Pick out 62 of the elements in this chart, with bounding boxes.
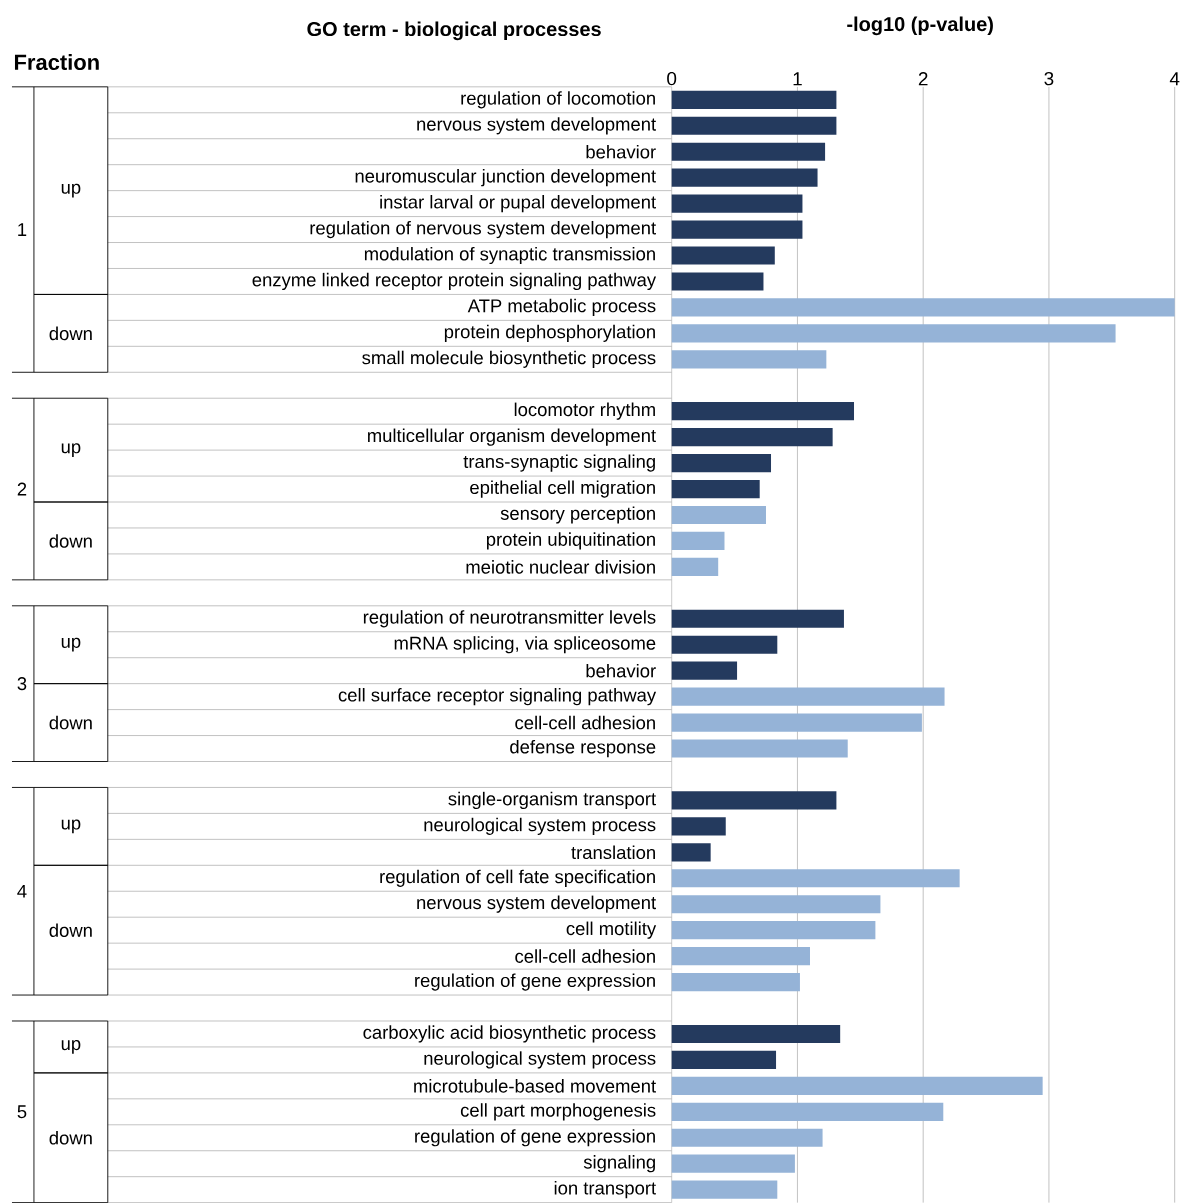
y-tick-label: regulation of gene expression: [415, 1129, 656, 1147]
text: up: [61, 819, 81, 834]
x-tick-label: 0: [667, 71, 677, 86]
y-tick-label: behavior: [586, 144, 657, 159]
text: up: [61, 183, 81, 198]
text: 2: [17, 482, 27, 496]
text: down: [49, 715, 92, 730]
text: Fraction: [15, 53, 99, 71]
y-tick-label: regulation of locomotion: [461, 91, 656, 109]
text: up: [61, 1040, 81, 1054]
y-tick-label: epithelial cell migration: [470, 480, 656, 498]
y-tick-label: translation: [571, 845, 656, 860]
y-tick-label: ion transport: [554, 1181, 657, 1199]
text: down: [49, 534, 92, 548]
y-tick-label: sensory perception: [500, 506, 656, 524]
y-tick-label: cell surface receptor signaling pathway: [338, 688, 657, 706]
y-tick-label: cell part morphogenesis: [461, 1103, 656, 1121]
y-tick-label: microtubule-based movement: [414, 1079, 657, 1093]
y-tick-label: regulation of cell fate specification: [380, 869, 656, 887]
y-tick-label: regulation of neurotransmitter levels: [364, 610, 656, 628]
text: 5: [17, 1105, 27, 1119]
x-tick-label: 3: [1044, 71, 1054, 86]
x-tick-label: 2: [919, 72, 928, 86]
x-tick-label: 1: [793, 72, 802, 86]
y-tick-label: regulation of nervous system development: [310, 220, 657, 239]
y-tick-label: behavior: [586, 663, 657, 678]
text: down: [49, 1130, 92, 1145]
x-tick-label: 4: [1170, 72, 1180, 86]
y-tick-label: cell-cell adhesion: [515, 949, 656, 963]
y-tick-label: mRNA splicing, via spliceosome: [394, 636, 656, 654]
text: 1: [18, 223, 27, 236]
y-tick-label: neuromuscular junction development: [355, 169, 657, 187]
y-tick-label: ATP metabolic process: [467, 298, 656, 317]
y-tick-label: multicellular organism development: [368, 428, 657, 446]
y-tick-label: cell motility: [566, 921, 657, 939]
y-tick-label: protein dephosphorylation: [445, 324, 656, 342]
text: 4: [17, 884, 27, 898]
text: up: [61, 443, 81, 457]
y-tick-label: protein ubiquitination: [487, 532, 656, 550]
y-tick-label: neurological system process: [424, 817, 656, 835]
y-tick-label: small molecule biosynthetic process: [362, 350, 656, 368]
y-tick-label: nervous system development: [417, 895, 657, 913]
y-tick-label: locomotor rhythm: [514, 402, 656, 420]
y-tick-label: carboxylic acid biosynthetic process: [363, 1025, 656, 1043]
text: 3: [17, 677, 27, 691]
y-tick-label: meiotic nuclear division: [466, 560, 656, 574]
text: down: [49, 923, 92, 937]
text: down: [49, 326, 92, 341]
y-tick-label: signaling: [583, 1155, 656, 1173]
text: up: [61, 637, 81, 652]
y-tick-label: modulation of synaptic transmission: [365, 246, 656, 265]
x-axis-title: -log10 (p-value): [847, 16, 994, 36]
y-tick-label: cell-cell adhesion: [515, 715, 656, 730]
text: GO term - biological processes: [307, 21, 601, 41]
y-tick-label: nervous system development: [417, 117, 657, 135]
y-tick-label: enzyme linked receptor protein signaling pathway: [252, 272, 657, 291]
y-tick-label: single-organism transport: [448, 791, 657, 810]
y-tick-label: instar larval or pupal development: [380, 195, 657, 213]
y-tick-label: neurological system process: [424, 1051, 656, 1069]
y-tick-label: defense response: [510, 739, 656, 758]
y-tick-label: regulation of gene expression: [415, 973, 656, 991]
y-tick-label: trans-synaptic signaling: [463, 454, 656, 472]
